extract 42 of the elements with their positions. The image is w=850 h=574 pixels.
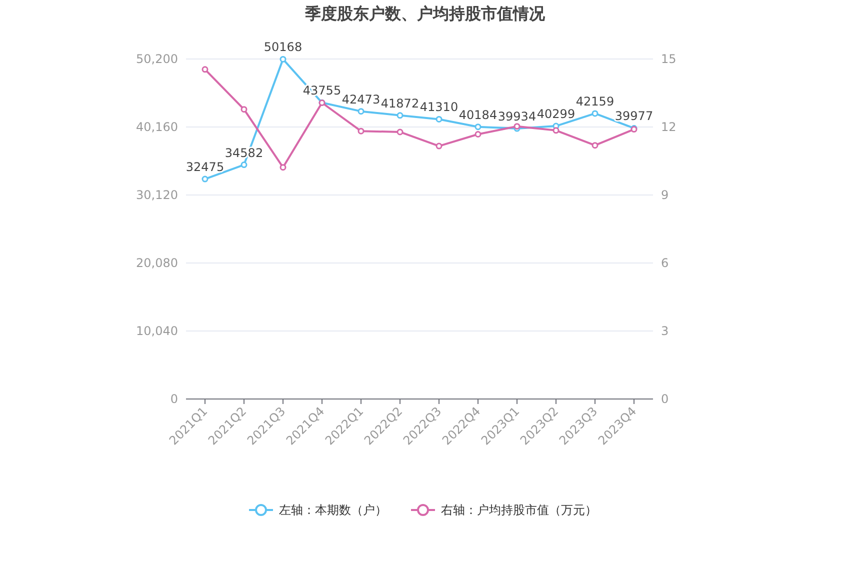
point [358,128,364,134]
data-label: 32475 [186,160,224,174]
point [436,116,442,122]
data-label: 40184 [458,108,498,122]
data-label: 41872 [380,96,420,110]
point [436,142,442,150]
data-label: 40299 [536,107,576,122]
y2-tick-label: 12 [661,120,676,134]
data-label: 50168 [264,40,302,54]
point [474,131,482,138]
point [202,176,208,182]
point [240,162,248,168]
point [280,56,286,62]
y2-tick-label: 15 [661,52,676,66]
legend-label: 右轴：户均持股市值（万元） [441,503,597,518]
point [202,66,208,73]
y-tick-label: 20,080 [136,256,178,270]
legend-label: 左轴：本期数（户） [279,503,387,518]
y2-tick-label: 6 [661,256,669,270]
y-tick-label: 50,200 [136,52,178,66]
y-tick-label: 0 [170,392,178,406]
data-label: 42473 [342,92,380,106]
point [396,112,404,119]
y-tick-label: 40,160 [136,120,178,134]
data-label: 42159 [576,94,614,108]
chart-title: 季度股东户数、户均持股市值情况 [304,4,546,23]
y-tick-label: 10,040 [136,324,178,338]
data-label: 41310 [420,100,458,114]
y-tick-label: 30,120 [136,188,178,202]
point [592,142,598,149]
y2-tick-label: 0 [661,392,669,406]
point [240,106,248,113]
point [280,164,286,171]
data-label: 39977 [614,109,654,124]
point [474,124,482,130]
point [592,110,598,117]
data-label: 39934 [498,110,536,124]
point [552,127,560,134]
point [396,128,404,136]
y2-tick-label: 9 [661,188,669,202]
y2-tick-label: 3 [661,324,669,338]
point [358,108,364,115]
